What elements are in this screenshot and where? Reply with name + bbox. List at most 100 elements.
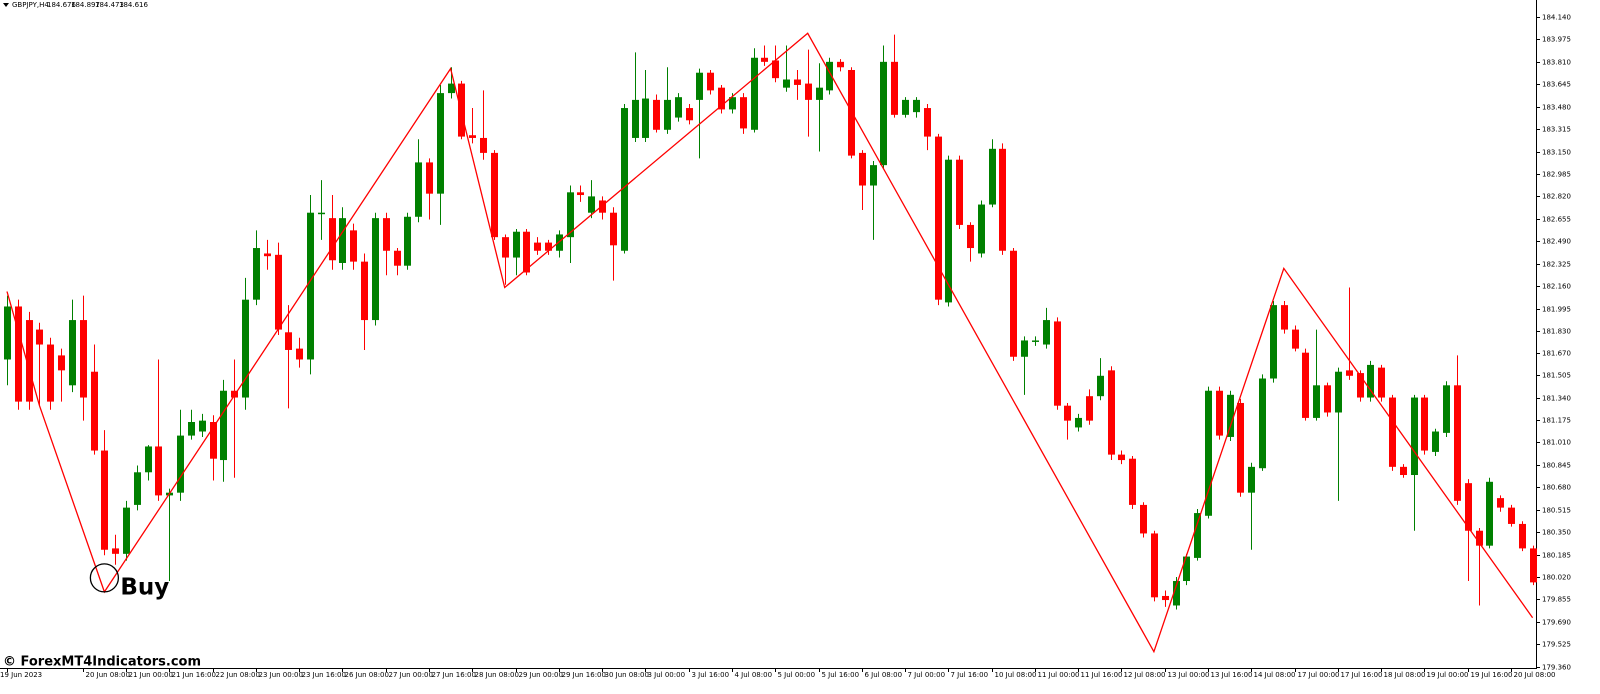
candle-body xyxy=(1086,396,1093,421)
candle-body xyxy=(772,60,779,79)
candle-body xyxy=(264,253,271,257)
candle-body xyxy=(415,162,422,217)
candle-body xyxy=(394,250,401,266)
candle-body xyxy=(632,99,639,138)
candle-body xyxy=(69,320,76,386)
y-tick-label: 182.160 xyxy=(1542,283,1571,291)
x-tick-label: 11 Jul 00:00 xyxy=(1038,671,1080,679)
candle-body xyxy=(545,242,552,251)
candle-body xyxy=(1151,533,1158,598)
x-tick-label: 13 Jul 16:00 xyxy=(1211,671,1253,679)
candle-body xyxy=(1064,405,1071,421)
x-tick-label: 5 Jul 00:00 xyxy=(778,671,816,679)
y-tick-label: 179.360 xyxy=(1542,664,1571,672)
candle-body xyxy=(145,446,152,473)
candle-body xyxy=(58,355,65,371)
candle-body xyxy=(740,97,747,129)
x-tick-label: 11 Jul 16:00 xyxy=(1081,671,1123,679)
y-tick-label: 182.655 xyxy=(1542,216,1571,224)
zigzag-line xyxy=(6,32,1534,654)
candle-body xyxy=(891,61,898,115)
candle-body xyxy=(1400,466,1407,476)
y-tick-label: 182.490 xyxy=(1542,238,1571,246)
y-tick-label: 182.820 xyxy=(1542,193,1571,201)
y-tick-label: 180.845 xyxy=(1542,462,1571,470)
candle-body xyxy=(1054,321,1061,406)
candle-body xyxy=(199,420,206,432)
candle-body xyxy=(880,61,887,166)
candle-body xyxy=(1270,305,1277,379)
candle-body xyxy=(1010,250,1017,357)
candle-body xyxy=(653,99,660,130)
y-tick-label: 181.830 xyxy=(1542,328,1571,336)
candle-body xyxy=(1097,375,1104,397)
candle-body xyxy=(134,472,141,505)
y-tick-label: 179.690 xyxy=(1542,619,1571,627)
candle-body xyxy=(956,159,963,225)
y-tick-label: 183.480 xyxy=(1542,104,1571,112)
x-tick-label: 27 Jun 16:00 xyxy=(432,671,476,679)
quote-close: 184.616 xyxy=(119,1,148,9)
candle-body xyxy=(372,218,379,321)
candle-body xyxy=(275,254,282,330)
candle-body xyxy=(1476,530,1483,546)
candle-body xyxy=(1205,390,1212,516)
candle-body xyxy=(1389,397,1396,467)
candle-body xyxy=(567,192,574,238)
candle-body xyxy=(1378,367,1385,398)
x-tick-label: 17 Jul 00:00 xyxy=(1298,671,1340,679)
candle-body xyxy=(556,234,563,251)
candle-body xyxy=(220,390,227,461)
candle-body xyxy=(426,162,433,194)
y-tick-label: 181.010 xyxy=(1542,439,1571,447)
candle-body xyxy=(729,97,736,110)
y-tick-label: 183.975 xyxy=(1542,36,1571,44)
candle-body xyxy=(989,148,996,205)
x-tick-label: 18 Jul 08:00 xyxy=(1384,671,1426,679)
candle-body xyxy=(307,212,314,360)
candle-body xyxy=(242,299,249,398)
x-tick-label: 23 Jun 16:00 xyxy=(302,671,346,679)
candle-body xyxy=(1129,458,1136,505)
candle-body xyxy=(664,99,671,130)
symbol: GBPJPY,H4 xyxy=(12,1,49,9)
y-tick-label: 181.505 xyxy=(1542,372,1571,380)
header: GBPJPY,H4 184.676 184.897 184.473 184.61… xyxy=(12,1,148,9)
y-tick-label: 181.340 xyxy=(1542,395,1571,403)
x-tick-label: 14 Jul 08:00 xyxy=(1254,671,1296,679)
x-tick-label: 5 Jul 16:00 xyxy=(822,671,860,679)
candle-body xyxy=(188,422,195,436)
x-tick-label: 10 Jul 08:00 xyxy=(995,671,1037,679)
x-tick-label: 30 Jun 08:00 xyxy=(605,671,649,679)
candle-body xyxy=(924,108,931,137)
candle-body xyxy=(4,306,11,360)
x-tick-label: 26 Jun 08:00 xyxy=(345,671,389,679)
candle-body xyxy=(1313,385,1320,418)
candle-body xyxy=(1486,481,1493,546)
candle-body xyxy=(523,231,530,273)
y-tick-label: 181.995 xyxy=(1542,306,1571,314)
y-tick-label: 180.680 xyxy=(1542,484,1571,492)
candle-body xyxy=(1335,371,1342,413)
y-tick-label: 183.315 xyxy=(1542,126,1571,134)
candle-body xyxy=(1454,385,1461,501)
candle-body xyxy=(1248,466,1255,493)
candle-body xyxy=(1259,378,1266,469)
y-tick-label: 181.175 xyxy=(1542,417,1571,425)
candle-body xyxy=(15,306,22,402)
x-tick-label: 7 Jul 00:00 xyxy=(908,671,946,679)
candle-body xyxy=(599,200,606,213)
candle-body xyxy=(448,83,455,94)
candle-body xyxy=(437,93,444,194)
candle-body xyxy=(1324,385,1331,413)
y-tick-label: 182.985 xyxy=(1542,171,1571,179)
candle-body xyxy=(675,97,682,118)
candle-body xyxy=(285,332,292,350)
candle-body xyxy=(935,136,942,300)
x-tick-label: 17 Jul 16:00 xyxy=(1341,671,1383,679)
y-tick-label: 181.670 xyxy=(1542,350,1571,358)
candle-body xyxy=(1281,305,1288,330)
y-tick-label: 180.185 xyxy=(1542,552,1571,560)
candle-body xyxy=(210,422,217,459)
